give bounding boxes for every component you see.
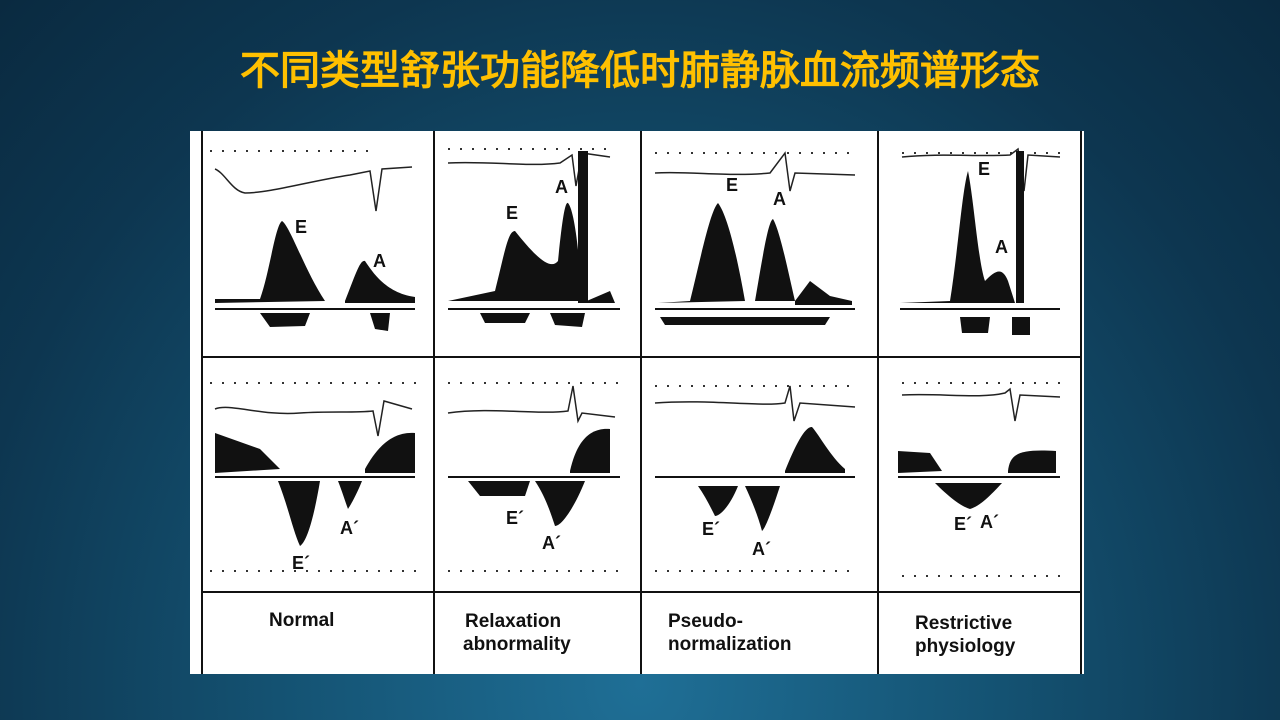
p2-bottom-e-label: E´	[506, 508, 524, 528]
panel-normal-top	[210, 150, 415, 331]
panel-pseudo-bottom	[654, 385, 856, 572]
p4-bottom-e-label: E´	[954, 514, 972, 534]
p3-bottom-e-label: E´	[702, 519, 720, 539]
panel-restrictive-bottom	[898, 382, 1061, 577]
panel-restrictive-top	[900, 147, 1061, 335]
doppler-figure-svg: E A E´ A´ E A E´ A´ E A E´ A´ E A E´ A´ …	[201, 131, 1082, 674]
caption-relaxation-line1: Relaxation	[465, 611, 561, 632]
p2-top-e-label: E	[506, 203, 518, 223]
figure-grid	[201, 131, 1082, 674]
p1-bottom-e-label: E´	[292, 553, 310, 573]
caption-pseudo-line1: Pseudo-	[668, 611, 743, 632]
p3-top-e-label: E	[726, 175, 738, 195]
caption-normal: Normal	[269, 610, 334, 631]
panel-normal-bottom	[210, 382, 420, 572]
p4-top-a-label: A	[995, 237, 1008, 257]
panel-relaxation-bottom	[447, 382, 620, 572]
p3-bottom-a-label: A´	[752, 539, 771, 559]
caption-pseudo-line2: normalization	[668, 634, 792, 655]
panel-pseudo-top	[654, 151, 856, 325]
p1-bottom-a-label: A´	[340, 518, 359, 538]
caption-restrictive-line2: physiology	[915, 636, 1016, 657]
p4-top-e-label: E	[978, 159, 990, 179]
caption-restrictive-line1: Restrictive	[915, 613, 1012, 634]
slide-title: 不同类型舒张功能降低时肺静脉血流频谱形态	[240, 48, 1040, 94]
caption-relaxation-line2: abnormality	[463, 634, 571, 655]
p3-top-a-label: A	[773, 189, 786, 209]
doppler-spectra-figure: E A E´ A´ E A E´ A´ E A E´ A´ E A E´ A´ …	[190, 131, 1084, 674]
p4-bottom-a-label: A´	[980, 512, 999, 532]
p2-bottom-a-label: A´	[542, 533, 561, 553]
panel-relaxation-top	[447, 148, 620, 327]
p2-top-a-label: A	[555, 177, 568, 197]
p1-top-a-label: A	[373, 251, 386, 271]
p1-top-e-label: E	[295, 217, 307, 237]
